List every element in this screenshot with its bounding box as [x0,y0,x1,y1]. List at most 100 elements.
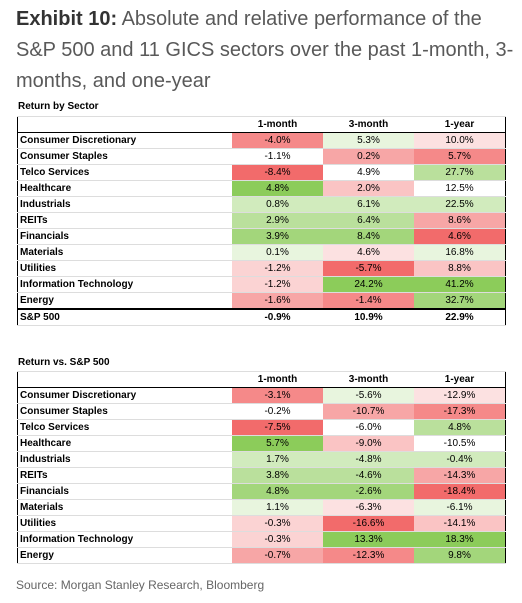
value-cell: 5.7% [232,435,323,452]
value-cell: 0.1% [232,244,323,261]
row-label: Consumer Staples [17,148,232,165]
row-label: Financials [17,228,232,245]
value-cell: -4.0% [232,132,323,149]
row: Financials 4.8% -2.6% -18.4% [17,483,506,500]
corner-cell [17,116,232,133]
row-label: Telco Services [17,164,232,181]
row-label: Financials [17,483,232,500]
value-cell: -9.0% [323,435,414,452]
table: 1-month 3-month 1-year Consumer Discretiona… [17,371,506,564]
value-cell: 3.9% [232,228,323,245]
row: Industrials 1.7% -4.8% -0.4% [17,451,506,468]
value-cell: 22.9% [414,308,506,326]
row: Information Technology -0.3% 13.3% 18.3% [17,531,506,548]
row-label: Healthcare [17,435,232,452]
value-cell: 2.0% [323,180,414,197]
value-cell: -5.7% [323,260,414,277]
value-cell: 24.2% [323,276,414,293]
value-cell: -4.8% [323,451,414,468]
value-cell: -14.3% [414,467,506,484]
value-cell: 32.7% [414,292,506,310]
row-label: Energy [17,547,232,564]
value-cell: -4.6% [323,467,414,484]
row-label: Information Technology [17,531,232,548]
value-cell: 8.8% [414,260,506,277]
row-label: REITs [17,212,232,229]
value-cell: -0.4% [414,451,506,468]
row-label: Utilities [17,515,232,532]
value-cell: 1.7% [232,451,323,468]
value-cell: 4.8% [414,419,506,436]
row: Healthcare 5.7% -9.0% -10.5% [17,435,506,452]
table-caption: Return by Sector [18,101,99,112]
value-cell: 4.8% [232,483,323,500]
row: Information Technology -1.2% 24.2% 41.2% [17,276,506,293]
value-cell: 4.8% [232,180,323,197]
row-label: Telco Services [17,419,232,436]
value-cell: 10.9% [323,308,414,326]
row: Telco Services -8.4% 4.9% 27.7% [17,164,506,181]
value-cell: -12.9% [414,387,506,404]
exhibit-title: Absolute and relative performance of the… [16,8,514,92]
value-cell: -5.6% [323,387,414,404]
value-cell: -1.6% [232,292,323,310]
value-cell: -7.5% [232,419,323,436]
row-label: Materials [17,244,232,261]
row: Energy -0.7% -12.3% 9.8% [17,547,506,564]
value-cell: -2.6% [323,483,414,500]
column-header: 1-year [414,116,506,133]
value-cell: 9.8% [414,547,506,564]
row: Industrials 0.8% 6.1% 22.5% [17,196,506,213]
value-cell: -0.2% [232,403,323,420]
value-cell: 5.3% [323,132,414,149]
row-label: S&P 500 [17,308,232,326]
row: Consumer Staples -1.1% 0.2% 5.7% [17,148,506,165]
value-cell: -16.6% [323,515,414,532]
value-cell: 27.7% [414,164,506,181]
value-cell: -0.7% [232,547,323,564]
value-cell: 10.0% [414,132,506,149]
value-cell: 4.6% [323,244,414,261]
value-cell: -6.0% [323,419,414,436]
row-label: Information Technology [17,276,232,293]
column-header: 3-month [323,116,414,133]
value-cell: 0.2% [323,148,414,165]
value-cell: -1.2% [232,276,323,293]
value-cell: -8.4% [232,164,323,181]
row: REITs 3.8% -4.6% -14.3% [17,467,506,484]
value-cell: -0.9% [232,308,323,326]
column-header: 1-month [232,371,323,388]
value-cell: -18.4% [414,483,506,500]
column-header: 3-month [323,371,414,388]
row-label: Consumer Staples [17,403,232,420]
value-cell: -12.3% [323,547,414,564]
value-cell: -1.2% [232,260,323,277]
column-header: 1-month [232,116,323,133]
row: Consumer Discretionary -4.0% 5.3% 10.0% [17,132,506,149]
value-cell: 8.6% [414,212,506,229]
row: Telco Services -7.5% -6.0% 4.8% [17,419,506,436]
value-cell: 16.8% [414,244,506,261]
row: Healthcare 4.8% 2.0% 12.5% [17,180,506,197]
value-cell: -14.1% [414,515,506,532]
table-caption: Return vs. S&P 500 [18,357,110,368]
row-label: Industrials [17,451,232,468]
row-label: REITs [17,467,232,484]
value-cell: 0.8% [232,196,323,213]
value-cell: 12.5% [414,180,506,197]
value-cell: 5.7% [414,148,506,165]
value-cell: 41.2% [414,276,506,293]
value-cell: -10.5% [414,435,506,452]
row-label: Consumer Discretionary [17,132,232,149]
value-cell: -0.3% [232,531,323,548]
row-label: Industrials [17,196,232,213]
row: Energy -1.6% -1.4% 32.7% [17,292,506,310]
value-cell: -0.3% [232,515,323,532]
row: Materials 1.1% -6.3% -6.1% [17,499,506,516]
row: Utilities -1.2% -5.7% 8.8% [17,260,506,277]
value-cell: -1.1% [232,148,323,165]
value-cell: -17.3% [414,403,506,420]
value-cell: 4.6% [414,228,506,245]
value-cell: 4.9% [323,164,414,181]
